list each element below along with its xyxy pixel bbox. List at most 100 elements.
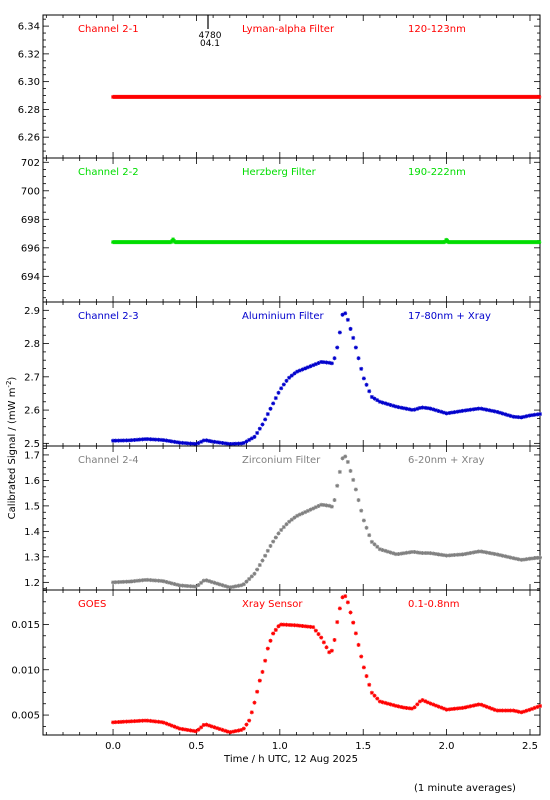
data-point [380, 700, 385, 705]
data-point [305, 365, 310, 370]
data-point [171, 237, 176, 242]
data-point [433, 703, 438, 708]
data-point [183, 583, 188, 588]
data-point [121, 579, 126, 584]
data-point [292, 515, 297, 520]
data-point [396, 552, 401, 557]
data-point [513, 556, 518, 561]
data-point [393, 552, 398, 557]
data-point [364, 525, 369, 530]
data-point [292, 371, 297, 376]
panel-band-label: 6-20nm + Xray [408, 455, 485, 466]
data-point [159, 437, 164, 442]
data-point [441, 706, 446, 711]
data-point [449, 410, 454, 415]
data-point [308, 507, 313, 512]
y-tick-label: 0.015 [11, 620, 40, 631]
data-point [223, 728, 228, 733]
data-point [348, 610, 353, 615]
y-axis-label: Calibrated Signal / (mW m-2) [5, 377, 18, 520]
data-point [305, 508, 310, 513]
data-point [388, 702, 393, 707]
data-point [433, 551, 438, 556]
data-point [471, 550, 476, 555]
sample-marker-time: 04.1 [200, 39, 220, 49]
data-point [201, 578, 206, 583]
data-point [337, 330, 342, 335]
data-point [255, 567, 260, 572]
data-point [465, 408, 470, 413]
y-axis-label-main: Calibrated Signal / (mW m [7, 388, 18, 520]
data-point [241, 726, 246, 731]
data-point [132, 579, 137, 584]
data-point [444, 707, 449, 712]
data-point [495, 409, 500, 414]
panel-filter-label: Lyman-alpha Filter [242, 24, 335, 35]
data-point [407, 706, 412, 711]
data-point [188, 584, 193, 589]
data-point [508, 555, 513, 560]
data-point [308, 624, 313, 629]
data-point [340, 595, 345, 600]
data-point [521, 709, 526, 714]
data-point [457, 552, 462, 557]
data-point [228, 441, 233, 446]
data-point [284, 378, 289, 383]
data-point [356, 356, 361, 361]
data-point [111, 720, 116, 725]
data-point [145, 718, 150, 723]
data-point [276, 624, 281, 629]
data-point [407, 550, 412, 555]
data-point [351, 620, 356, 625]
data-point [473, 549, 478, 554]
data-point [217, 440, 222, 445]
data-point [289, 517, 294, 522]
series-2 [111, 237, 542, 245]
data-point [353, 345, 358, 350]
data-point [538, 555, 542, 560]
data-point [524, 708, 529, 713]
data-point [377, 699, 382, 704]
data-point [159, 578, 164, 583]
data-point [228, 730, 233, 735]
data-point [324, 360, 329, 365]
data-point [415, 550, 420, 555]
data-point [356, 498, 361, 503]
data-point [532, 705, 537, 710]
data-point [329, 648, 334, 653]
data-point [257, 678, 262, 683]
panel-2: 694 696 698 700 702 Channel 2-2 Herzberg Filte… [21, 157, 542, 303]
data-point [375, 398, 380, 403]
data-point [447, 410, 452, 415]
data-point [289, 373, 294, 378]
y-tick-label: 2.8 [24, 339, 40, 350]
x-axis-label: Time / h UTC, 12 Aug 2025 [223, 754, 358, 765]
data-point [497, 708, 502, 713]
data-point [244, 579, 249, 584]
data-point [170, 238, 175, 243]
data-point [121, 438, 126, 443]
data-point [447, 707, 452, 712]
data-point [137, 578, 142, 583]
data-point [175, 440, 180, 445]
data-point [148, 718, 153, 723]
data-point [273, 396, 278, 401]
data-point [127, 438, 132, 443]
data-point [191, 584, 196, 589]
y-tick-label: 0.010 [11, 665, 40, 676]
data-point [391, 551, 396, 556]
data-point [423, 405, 428, 410]
y-axis: 694 696 698 700 702 [21, 158, 540, 299]
data-point [271, 631, 276, 636]
data-point [295, 623, 300, 628]
y-tick-label: 2.6 [24, 406, 40, 417]
data-point [209, 439, 214, 444]
data-point [364, 674, 369, 679]
data-point [436, 552, 441, 557]
data-point [164, 579, 169, 584]
data-point [529, 706, 534, 711]
data-point [263, 417, 268, 422]
data-point [420, 405, 425, 410]
data-point [425, 406, 430, 411]
data-point [279, 622, 284, 627]
